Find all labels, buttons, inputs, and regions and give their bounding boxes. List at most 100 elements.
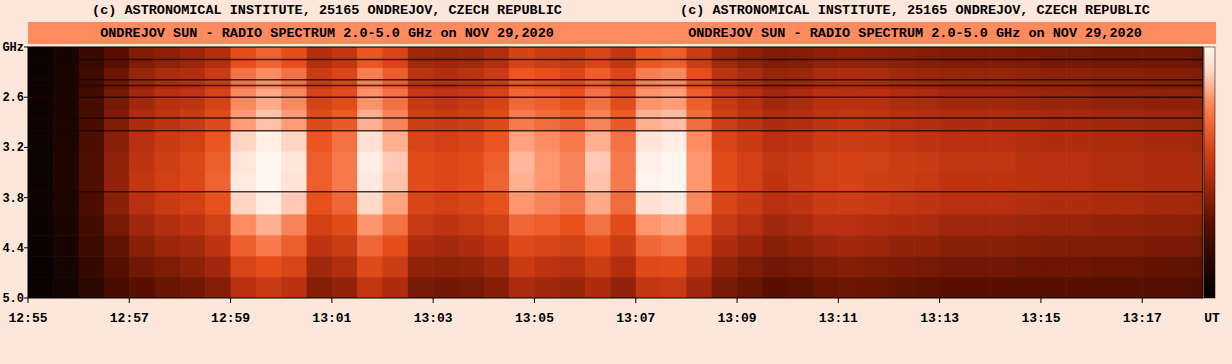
- cell: [1168, 152, 1194, 174]
- cell: [332, 131, 358, 153]
- cell: [1092, 235, 1118, 257]
- cell: [864, 214, 890, 236]
- cell: [914, 235, 940, 257]
- cell: [1142, 193, 1168, 215]
- cell: [560, 214, 586, 236]
- cell: [813, 131, 839, 153]
- cell: [484, 173, 510, 195]
- cell: [357, 47, 383, 69]
- cell: [129, 214, 155, 236]
- cell: [610, 173, 636, 195]
- cell: [1041, 47, 1067, 69]
- cell: [965, 152, 991, 174]
- cell: [1117, 235, 1143, 257]
- cell: [129, 256, 155, 278]
- cell: [408, 277, 434, 298]
- cell: [610, 89, 636, 111]
- cell: [1117, 173, 1143, 195]
- cell: [155, 89, 181, 111]
- cell: [864, 131, 890, 153]
- chart: (c) ASTRONOMICAL INSTITUTE, 25165 ONDREJ…: [0, 0, 1232, 364]
- cell: [534, 152, 560, 174]
- cell: [53, 173, 79, 195]
- cell: [737, 173, 763, 195]
- interference-line: [28, 79, 1203, 81]
- cell: [1016, 152, 1042, 174]
- cell: [180, 131, 206, 153]
- cell: [1016, 235, 1042, 257]
- cell: [610, 256, 636, 278]
- cell: [433, 256, 459, 278]
- cell: [1193, 193, 1203, 215]
- cell: [534, 193, 560, 215]
- cell: [1193, 131, 1203, 153]
- cell: [484, 131, 510, 153]
- cell: [307, 256, 333, 278]
- cell: [1066, 47, 1092, 69]
- cell: [281, 110, 307, 132]
- cell: [1168, 256, 1194, 278]
- x-tick: [331, 298, 332, 303]
- cell: [990, 193, 1016, 215]
- cell: [256, 256, 282, 278]
- interference-line: [28, 130, 1203, 132]
- cell: [458, 256, 484, 278]
- y-tick-label: GHz: [2, 41, 24, 55]
- cell: [534, 47, 560, 69]
- interference-line: [28, 59, 1203, 61]
- cell: [332, 47, 358, 69]
- cell: [813, 193, 839, 215]
- cell: [155, 110, 181, 132]
- cell: [307, 89, 333, 111]
- cell: [636, 89, 662, 111]
- cell: [762, 173, 788, 195]
- x-tick: [28, 298, 29, 303]
- cell: [560, 277, 586, 298]
- cell: [1016, 173, 1042, 195]
- cell: [1041, 173, 1067, 195]
- cell: [79, 256, 105, 278]
- cell: [838, 214, 864, 236]
- cell: [838, 277, 864, 298]
- cell: [433, 89, 459, 111]
- cell: [610, 193, 636, 215]
- cell: [864, 47, 890, 69]
- cell: [484, 152, 510, 174]
- cell: [1016, 47, 1042, 69]
- cell: [53, 131, 79, 153]
- cell: [914, 193, 940, 215]
- cell: [281, 173, 307, 195]
- cell: [1066, 235, 1092, 257]
- cell: [1041, 256, 1067, 278]
- cell: [737, 235, 763, 257]
- cell: [1168, 193, 1194, 215]
- interference-line: [28, 191, 1203, 193]
- cell: [383, 89, 409, 111]
- cell: [838, 235, 864, 257]
- cell: [636, 47, 662, 69]
- cell: [79, 110, 105, 132]
- cell: [1066, 152, 1092, 174]
- cell: [965, 256, 991, 278]
- cell: [484, 110, 510, 132]
- cell: [940, 214, 966, 236]
- cell: [762, 214, 788, 236]
- cell: [129, 173, 155, 195]
- cell: [484, 235, 510, 257]
- cell: [155, 193, 181, 215]
- cell: [610, 235, 636, 257]
- cell: [534, 89, 560, 111]
- cell: [889, 110, 915, 132]
- cell: [661, 193, 687, 215]
- cell: [560, 173, 586, 195]
- cell: [990, 277, 1016, 298]
- cell: [509, 256, 535, 278]
- cell: [205, 277, 231, 298]
- cell: [534, 277, 560, 298]
- cell: [155, 173, 181, 195]
- cell: [1142, 152, 1168, 174]
- cell: [53, 235, 79, 257]
- cell: [28, 235, 54, 257]
- cell: [661, 152, 687, 174]
- cell: [155, 152, 181, 174]
